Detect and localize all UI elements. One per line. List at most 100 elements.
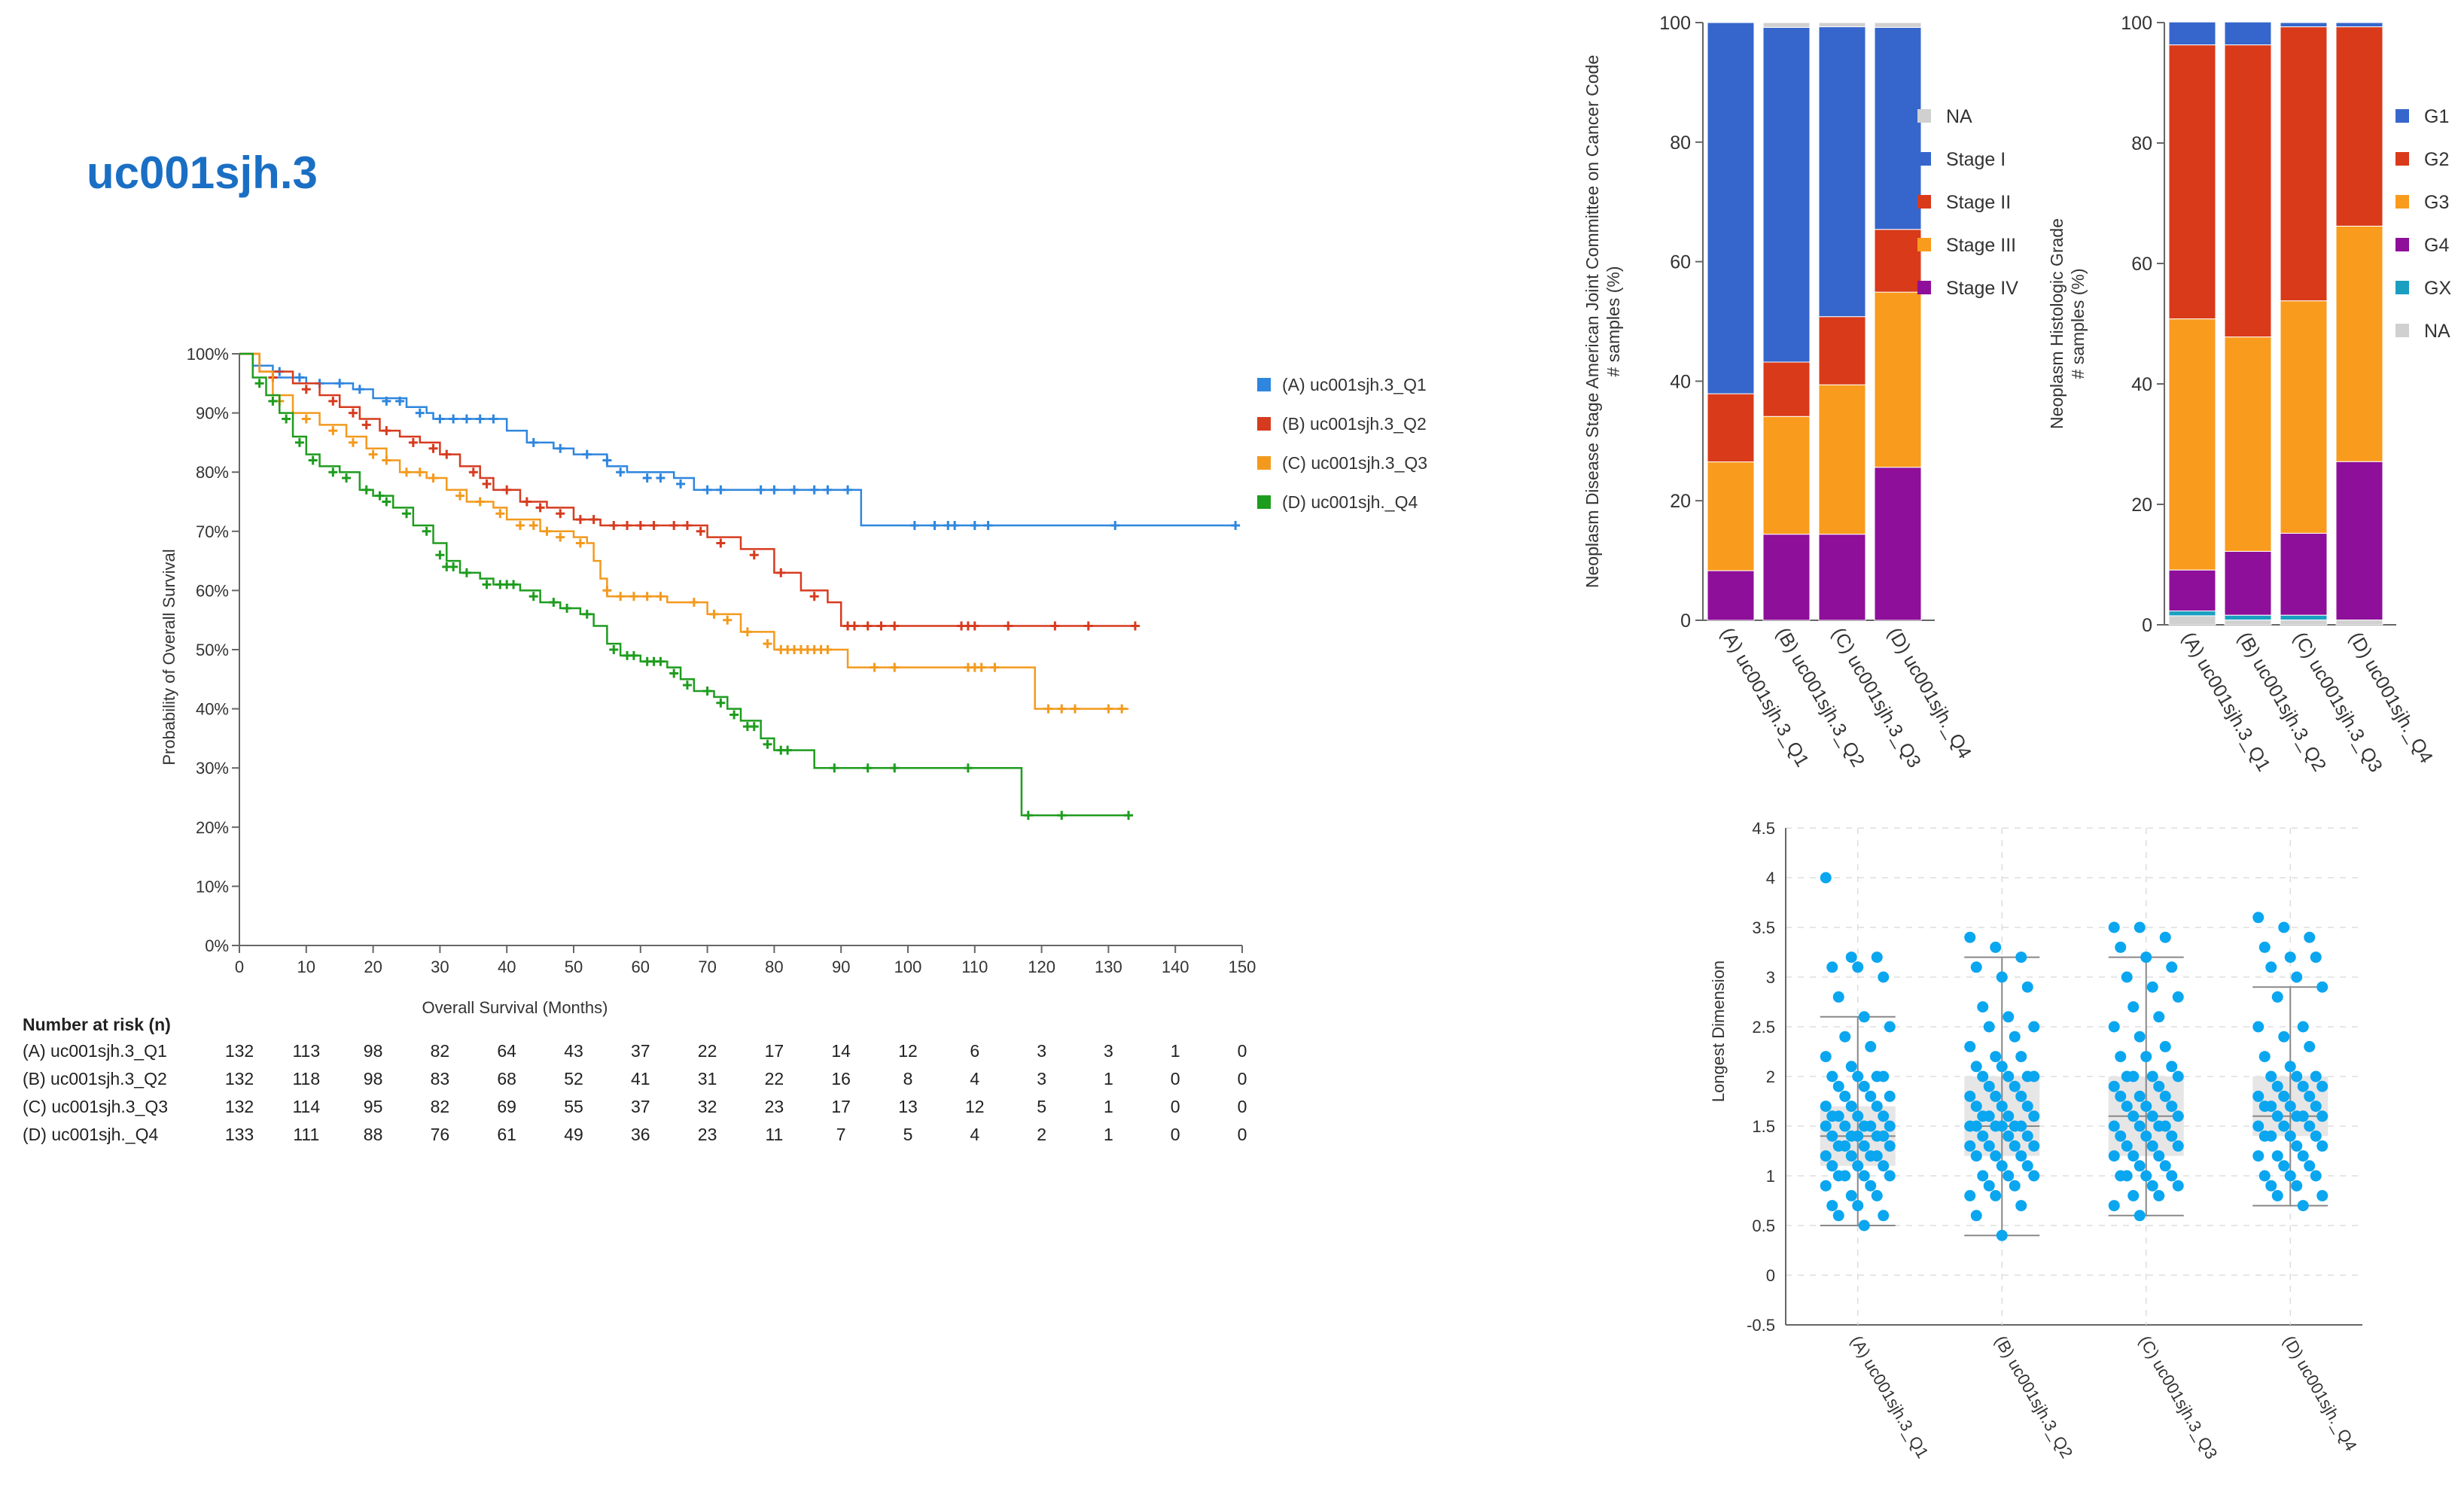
data-point (2121, 1101, 2133, 1113)
longest-dimension-box-plot: -0.5 0 0.5 1 1.5 2 2.5 3 3.5 4 4.5 Longest Dimensio… (1709, 819, 2362, 1462)
data-point (1964, 1140, 1976, 1152)
data-point (1839, 1031, 1851, 1043)
y-tick-label: 40% (196, 700, 229, 719)
data-point (2108, 1200, 2120, 1212)
censor-mark (382, 455, 391, 465)
censor-mark (849, 621, 859, 631)
grade-bar-chart: 0 20 40 60 80 100 Neoplasm Histologic Grade # s… (2047, 13, 2451, 776)
data-point (1990, 1189, 2002, 1201)
censor-mark (716, 485, 726, 495)
censor-mark (495, 509, 505, 519)
censor-mark (528, 437, 538, 447)
x-tick-label: 50 (565, 958, 583, 976)
censor-mark (676, 479, 686, 489)
x-tick-label: 60 (632, 958, 650, 976)
bar-segment (1762, 416, 1811, 535)
data-point (2252, 1150, 2265, 1162)
data-point (1845, 1189, 1857, 1201)
bar-segment (1874, 291, 1922, 468)
censor-mark (589, 515, 598, 525)
censor-mark (1117, 704, 1127, 714)
x-tick-label: (C) uc001sjh.3_Q3 (2135, 1332, 2221, 1462)
data-point (1871, 951, 1883, 964)
data-point (2284, 1101, 2296, 1113)
censor-mark (482, 479, 492, 489)
data-point (2304, 1040, 2316, 1052)
bar-segment (2335, 26, 2383, 227)
risk-cell: 37 (631, 1041, 650, 1061)
data-point (2003, 1070, 2015, 1082)
censor-mark (582, 449, 592, 459)
data-point (2172, 1070, 2184, 1082)
y-tick-label: 2 (1766, 1067, 1775, 1086)
censor-mark (656, 592, 665, 601)
data-point (2009, 1031, 2021, 1043)
data-point (2121, 1140, 2133, 1152)
data-point (2297, 1021, 2309, 1033)
bar-segment (1707, 393, 1755, 463)
risk-cell: 55 (564, 1097, 583, 1116)
data-point (2108, 1150, 2120, 1162)
censor-mark (642, 592, 652, 601)
data-point (2108, 1021, 2120, 1033)
censor-mark (502, 485, 512, 495)
data-point (1878, 1070, 1890, 1082)
data-point (1983, 1110, 1995, 1122)
y-tick-label: 4.5 (1752, 819, 1775, 838)
stage-bar-chart: 0 20 40 60 80 100 Neoplasm Disease Stage Ameri… (1582, 13, 2018, 772)
x-tick-label: 20 (364, 958, 382, 976)
data-point (2015, 1150, 2027, 1162)
risk-cell: 98 (363, 1041, 383, 1061)
censor-mark (342, 473, 352, 483)
y-tick-label: 100% (187, 345, 229, 364)
censor-mark (348, 437, 358, 447)
data-point (2115, 1090, 2127, 1102)
censor-mark (1050, 621, 1060, 631)
data-point (1977, 1170, 1989, 1182)
data-point (2127, 1189, 2140, 1201)
data-point (2172, 1140, 2184, 1152)
risk-cell: 13 (898, 1097, 918, 1116)
data-point (2015, 1120, 2027, 1132)
x-tick-label: (B) uc001sjh.3_Q2 (1991, 1332, 2076, 1461)
risk-cell: 22 (697, 1041, 717, 1061)
bar-segment (2335, 225, 2383, 462)
censor-mark (1124, 811, 1134, 821)
censor-mark (890, 662, 900, 672)
bar-segment (2168, 569, 2216, 612)
censor-mark (556, 443, 565, 453)
data-point (1871, 1189, 1883, 1201)
censor-mark (696, 526, 705, 536)
data-point (2291, 971, 2303, 983)
data-point (2278, 921, 2290, 933)
risk-cell: 1 (1103, 1069, 1113, 1088)
legend-label: G1 (2424, 106, 2449, 127)
risk-cell: 17 (764, 1041, 784, 1061)
data-point (1858, 1219, 1870, 1232)
censor-mark (1043, 704, 1053, 714)
risk-cell: 0 (1237, 1097, 1247, 1116)
censor-mark (335, 379, 345, 388)
data-point (2003, 1011, 2015, 1023)
data-point (2172, 991, 2184, 1003)
censor-mark (716, 538, 726, 548)
risk-cell: 0 (1170, 1125, 1180, 1144)
censor-mark (702, 687, 712, 696)
data-point (1970, 1101, 1982, 1113)
data-point (1996, 1160, 2008, 1172)
risk-cell: 32 (697, 1097, 717, 1116)
risk-cell: 5 (1037, 1097, 1046, 1116)
data-point (1845, 951, 1857, 964)
data-point (1878, 1130, 1890, 1142)
data-point (1865, 1040, 1877, 1052)
censor-mark (482, 580, 492, 589)
risk-cell: 0 (1170, 1097, 1180, 1116)
data-point (1826, 1160, 1838, 1172)
bar-segment (1818, 384, 1866, 535)
data-point (2304, 1090, 2316, 1102)
data-point (2003, 1110, 2015, 1122)
data-point (2028, 1170, 2040, 1182)
censor-mark (790, 485, 800, 495)
data-point (1884, 1140, 1896, 1152)
censor-mark (408, 437, 418, 447)
